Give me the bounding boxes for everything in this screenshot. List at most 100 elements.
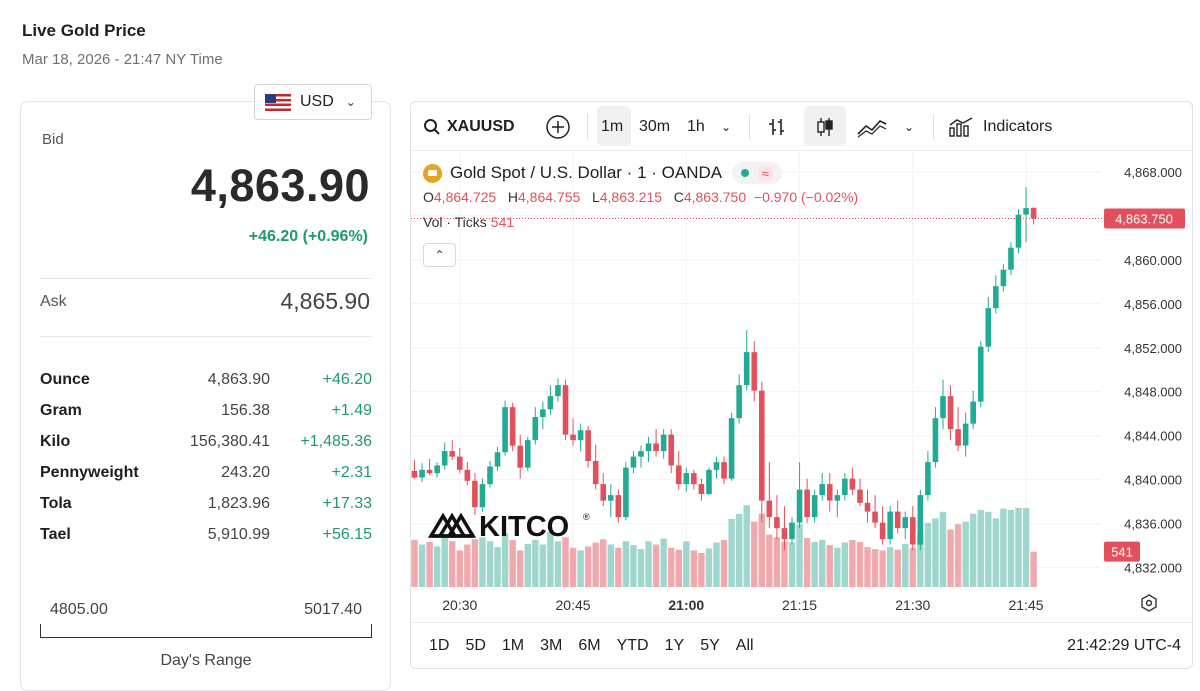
range-6m[interactable]: 6M bbox=[578, 637, 601, 654]
candle-body bbox=[819, 484, 825, 496]
ask-price: 4,865.90 bbox=[280, 288, 370, 314]
chart-bottom-bar: 1D 5D 1M 3M 6M YTD 1Y 5Y All 21:42:29 UT… bbox=[411, 622, 1192, 668]
days-range-low: 4805.00 bbox=[50, 601, 108, 618]
volume-bar bbox=[562, 537, 569, 587]
volume-bar bbox=[743, 505, 750, 587]
volume-bar bbox=[773, 537, 781, 587]
volume-bar bbox=[735, 513, 743, 587]
range-5y[interactable]: 5Y bbox=[700, 637, 720, 654]
indicators-button[interactable]: Indicators bbox=[948, 102, 1052, 151]
candles-button[interactable] bbox=[814, 102, 836, 151]
candle-body bbox=[479, 484, 486, 508]
volume-bar bbox=[766, 534, 773, 587]
volume-bar bbox=[819, 539, 826, 587]
range-1y[interactable]: 1Y bbox=[664, 637, 685, 654]
chart-clock[interactable]: 21:42:29 UTC-4 bbox=[1067, 637, 1181, 654]
currency-label: USD bbox=[300, 93, 334, 110]
gold-coin-icon bbox=[423, 163, 442, 183]
candle-body bbox=[434, 465, 440, 474]
unit-price: 156,380.41 bbox=[189, 433, 270, 450]
candle-body bbox=[811, 495, 818, 518]
candle-body bbox=[947, 396, 954, 430]
candle-body bbox=[540, 409, 546, 418]
unit-change: +17.33 bbox=[322, 495, 372, 512]
candle-body bbox=[502, 407, 508, 453]
volume-bar bbox=[479, 537, 486, 587]
price-chart[interactable]: 4,868.0004,864.0004,860.0004,856.0004,85… bbox=[411, 152, 1193, 622]
volume-bar bbox=[947, 529, 954, 587]
candle-body bbox=[894, 511, 901, 529]
unit-change: +1,485.36 bbox=[300, 433, 372, 450]
divider bbox=[749, 114, 750, 140]
candle-body bbox=[660, 434, 667, 452]
candle-body bbox=[1008, 247, 1014, 270]
y-tick-label: 4,852.000 bbox=[1124, 341, 1182, 356]
chart-type-dropdown[interactable]: ⌄ bbox=[904, 102, 914, 151]
range-1d[interactable]: 1D bbox=[429, 637, 450, 654]
volume-bar bbox=[894, 549, 901, 587]
settings-button[interactable] bbox=[1141, 594, 1157, 612]
bar-style-button[interactable] bbox=[766, 102, 788, 151]
x-tick-label: 20:30 bbox=[442, 597, 477, 613]
range-all[interactable]: All bbox=[735, 637, 754, 654]
market-status-pill[interactable]: ≈ bbox=[732, 162, 783, 184]
volume-bar bbox=[698, 553, 705, 587]
range-ytd[interactable]: YTD bbox=[616, 637, 649, 654]
chevron-down-icon: ⌄ bbox=[721, 119, 732, 134]
candle-body bbox=[1000, 269, 1007, 287]
range-5d[interactable]: 5D bbox=[465, 637, 486, 654]
volume-bar bbox=[675, 549, 682, 587]
collapse-legend-button[interactable]: ⌃ bbox=[423, 243, 456, 267]
candle-body bbox=[842, 478, 848, 496]
chevron-up-icon: ⌃ bbox=[434, 248, 445, 262]
interval-30m[interactable]: 30m bbox=[639, 117, 671, 135]
volume-bar bbox=[849, 539, 856, 587]
candle-body bbox=[426, 469, 433, 474]
candle-body bbox=[570, 434, 576, 441]
x-tick-label: 20:45 bbox=[556, 597, 591, 613]
volume-bar bbox=[449, 541, 456, 587]
bid-change: +46.20 (+0.96%) bbox=[248, 228, 368, 245]
chevron-down-icon: ⌄ bbox=[904, 119, 915, 134]
days-range-bar bbox=[40, 624, 372, 638]
candle-body bbox=[796, 489, 803, 523]
search-icon bbox=[424, 118, 440, 135]
unit-row: Tola 1,823.96 +17.33 bbox=[40, 495, 372, 517]
candle-body bbox=[547, 396, 554, 410]
currency-selector[interactable]: USD ⌄ bbox=[254, 84, 372, 120]
interval-1m[interactable]: 1m bbox=[601, 117, 624, 135]
open-value: 4,864.725 bbox=[433, 189, 497, 205]
interval-1h[interactable]: 1h bbox=[687, 117, 705, 135]
unit-row: Tael 5,910.99 +56.15 bbox=[40, 526, 372, 548]
candle-body bbox=[653, 443, 659, 452]
candle-body bbox=[524, 440, 531, 468]
candle-body bbox=[736, 385, 742, 419]
candle-body bbox=[532, 417, 539, 441]
kitco-logo: KITCO ® bbox=[427, 511, 590, 543]
volume-bar bbox=[592, 542, 599, 587]
volume-bar bbox=[705, 548, 713, 587]
candles-icon bbox=[817, 117, 833, 136]
range-3m[interactable]: 3M bbox=[540, 637, 563, 654]
symbol-search[interactable]: XAUUSD bbox=[423, 102, 515, 151]
candle-body bbox=[577, 430, 584, 441]
volume-bar bbox=[600, 539, 607, 587]
volume-bar bbox=[720, 539, 728, 587]
timestamp: Mar 18, 2026 - 21:47 NY Time bbox=[22, 51, 223, 68]
volume-bar bbox=[834, 547, 841, 587]
range-1m[interactable]: 1M bbox=[501, 637, 525, 654]
candle-body bbox=[698, 484, 705, 495]
unit-price: 5,910.99 bbox=[207, 526, 270, 543]
candle-body bbox=[834, 495, 841, 501]
volume-bar bbox=[652, 544, 660, 587]
divider bbox=[587, 114, 588, 140]
unit-row: Kilo 156,380.41 +1,485.36 bbox=[40, 433, 372, 455]
days-range-label: Day's Range bbox=[160, 652, 252, 669]
candle-body bbox=[1015, 214, 1022, 248]
volume-bar bbox=[411, 539, 418, 587]
interval-dropdown[interactable]: ⌄ bbox=[721, 102, 731, 151]
compare-button[interactable] bbox=[545, 102, 571, 151]
area-chart-button[interactable] bbox=[856, 102, 888, 151]
volume-bar bbox=[879, 550, 886, 587]
registered-mark: ® bbox=[583, 512, 590, 522]
